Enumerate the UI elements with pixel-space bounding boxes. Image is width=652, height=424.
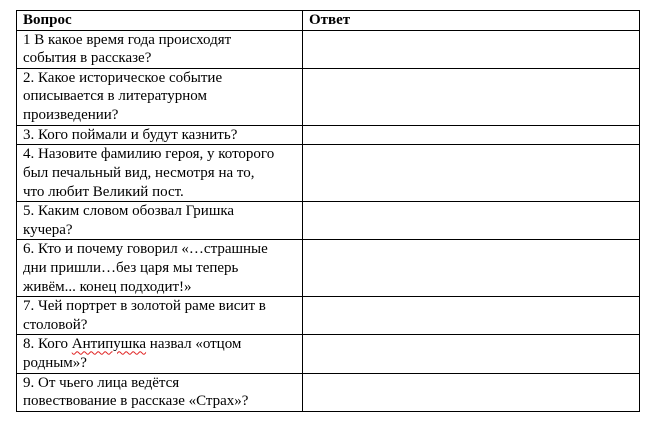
answer-cell[interactable]	[302, 29, 640, 69]
question-text-line: что любит Великий пост.	[23, 183, 184, 200]
question-text-line: 1 В какое время года происходят	[23, 31, 232, 48]
question-cell: 6. Кто и почему говорил «…страшные дни пр…	[16, 239, 303, 298]
answer-cell[interactable]	[302, 124, 640, 146]
question-text-line: 9. От чьего лица ведётся	[23, 374, 180, 391]
question-text-line: родным»?	[23, 354, 87, 371]
answer-cell[interactable]	[302, 334, 640, 374]
question-text-line: дни пришли…без царя мы теперь	[23, 259, 239, 276]
question-cell: 4. Назовите фамилию героя, у которого был…	[16, 144, 303, 203]
question-text-line: 2. Какое историческое событие	[23, 69, 223, 86]
table-row: 3. Кого поймали и будут казнить?	[16, 124, 640, 146]
header-answer: Ответ	[302, 10, 640, 31]
table-row: 7. Чей портрет в золотой раме висит в сто…	[16, 296, 640, 336]
answer-cell[interactable]	[302, 144, 640, 203]
answer-cell[interactable]	[302, 372, 640, 412]
answer-cell[interactable]	[302, 239, 640, 298]
header-question: Вопрос	[16, 10, 303, 31]
table-row: 1 В какое время года происходят события в…	[16, 29, 640, 69]
question-cell: 1 В какое время года происходят события в…	[16, 29, 303, 69]
table-row: 6. Кто и почему говорил «…страшные дни пр…	[16, 239, 640, 298]
question-cell: 7. Чей портрет в золотой раме висит в сто…	[16, 296, 303, 336]
misspelled-word[interactable]: Антипушка	[71, 336, 147, 353]
question-cell: 3. Кого поймали и будут казнить?	[16, 124, 303, 146]
answer-cell[interactable]	[302, 67, 640, 126]
table-row: 2. Какое историческое событие описывается…	[16, 67, 640, 126]
question-cell: 9. От чьего лица ведётся повествование в …	[16, 372, 303, 412]
header-row: Вопрос Ответ	[16, 10, 640, 31]
question-cell: 8. Кого Антипушка назвал «отцом родным»?	[16, 334, 303, 374]
answer-cell[interactable]	[302, 296, 640, 336]
answer-cell[interactable]	[302, 201, 640, 241]
question-cell: 2. Какое историческое событие описывается…	[16, 67, 303, 126]
question-answer-table: Вопрос Ответ 1 В какое время года происх…	[16, 10, 640, 412]
question-text-line: 8. Кого Антипушка назвал «отцом	[23, 336, 242, 353]
question-text-line: живём... конец подходит!»	[23, 278, 192, 295]
question-text-line: 4. Назовите фамилию героя, у которого	[23, 146, 275, 163]
table-row: 5. Каким словом обозвал Гришка кучера?	[16, 201, 640, 241]
question-text-line: 7. Чей портрет в золотой раме висит в	[23, 298, 266, 315]
table-row: 8. Кого Антипушка назвал «отцом родным»?	[16, 334, 640, 374]
question-text-line: столовой?	[23, 316, 88, 333]
question-text-line: повествование в рассказе «Страх»?	[23, 393, 249, 410]
table-row: 9. От чьего лица ведётся повествование в …	[16, 372, 640, 412]
question-text-line: события в рассказе?	[23, 50, 152, 67]
question-text-line: описывается в литературном	[23, 88, 207, 105]
question-text-line: 5. Каким словом обозвал Гришка	[23, 203, 235, 220]
question-text-line: кучера?	[23, 221, 73, 238]
question-text-line: 6. Кто и почему говорил «…страшные	[23, 241, 268, 258]
question-text-line: 3. Кого поймали и будут казнить?	[23, 126, 238, 143]
question-cell: 5. Каким словом обозвал Гришка кучера?	[16, 201, 303, 241]
question-text-line: произведении?	[23, 106, 119, 123]
question-text-line: был печальный вид, несмотря на то,	[23, 164, 255, 181]
table-row: 4. Назовите фамилию героя, у которого был…	[16, 144, 640, 203]
